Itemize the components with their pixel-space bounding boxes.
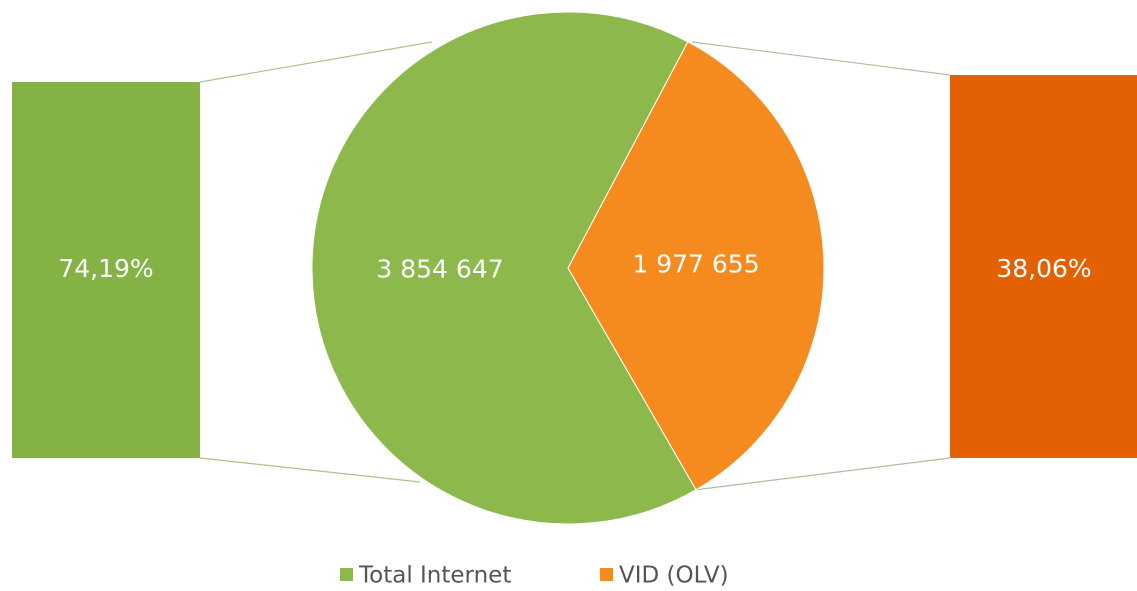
share-box — [950, 75, 1137, 458]
legend-label: VID (OLV) — [619, 563, 729, 589]
legend-swatch — [340, 568, 353, 581]
connector — [199, 457, 421, 483]
share-label: 74,19% — [58, 254, 153, 283]
legend-label: Total Internet — [358, 563, 511, 589]
value-label: 1 977 655 — [632, 250, 759, 279]
share-label: 38,06% — [996, 254, 1091, 283]
pie-slice — [311, 11, 697, 525]
share-box — [12, 82, 200, 458]
connector — [199, 41, 433, 83]
connector — [691, 41, 951, 76]
pie-slice — [567, 41, 825, 491]
value-label: 3 854 647 — [376, 254, 503, 283]
connector — [693, 457, 951, 491]
legend-swatch — [600, 568, 613, 581]
